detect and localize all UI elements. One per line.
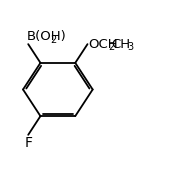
Text: 3: 3 bbox=[127, 42, 134, 52]
Text: CH: CH bbox=[111, 38, 130, 51]
Text: 2: 2 bbox=[50, 35, 56, 45]
Text: 2: 2 bbox=[108, 42, 115, 52]
Text: B(OH): B(OH) bbox=[26, 30, 66, 43]
Text: OCH: OCH bbox=[88, 38, 118, 51]
Text: F: F bbox=[24, 136, 32, 150]
